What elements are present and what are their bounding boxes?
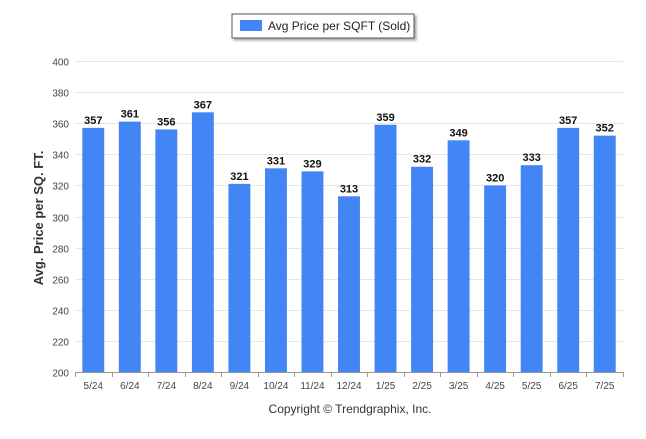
x-tick-label: 12/24 (336, 381, 361, 392)
bar (447, 140, 470, 372)
y-tick-label: 360 (52, 120, 69, 131)
data-label: 320 (486, 172, 504, 184)
legend-label: Avg Price per SQFT (Sold) (268, 19, 410, 33)
x-tick-label: 4/25 (485, 381, 505, 392)
bar (520, 165, 543, 372)
data-label: 357 (84, 115, 102, 127)
y-tick-label: 280 (52, 245, 69, 256)
data-label: 352 (596, 123, 614, 135)
x-tick-label: 2/25 (412, 381, 432, 392)
bar (264, 168, 287, 372)
legend-swatch (240, 20, 262, 31)
y-tick-label: 400 (52, 58, 69, 69)
data-label: 356 (157, 116, 175, 128)
x-tick-label: 11/24 (300, 381, 325, 392)
bar (228, 183, 251, 372)
y-tick-label: 220 (52, 338, 69, 349)
x-tick-label: 5/25 (522, 381, 542, 392)
x-tick-label: 6/25 (558, 381, 578, 392)
data-label: 331 (267, 155, 285, 167)
y-tick-label: 300 (52, 214, 69, 225)
bar (593, 135, 616, 372)
x-tick-label: 9/24 (230, 381, 250, 392)
data-label: 332 (413, 154, 431, 166)
bar (338, 196, 360, 372)
x-axis: 5/24 6/24 7/24 8/24 9/24 10/24 11/24 12/24 1/25 2… (75, 372, 624, 392)
x-tick-label: 8/24 (193, 381, 213, 392)
y-tick-label: 320 (52, 182, 69, 193)
y-tick-label: 200 (52, 369, 69, 380)
x-tick-label: 7/24 (157, 381, 177, 392)
y-axis: 200 220 240 260 280 300 320 340 360 380 400 (52, 58, 69, 380)
legend-box (231, 13, 415, 39)
data-label: 357 (559, 115, 577, 127)
bar (191, 112, 214, 372)
y-tick-label: 240 (52, 307, 69, 318)
data-labels: 357 361 356 367 321 331 329 313 359 332 349 320 333 3… (84, 99, 614, 195)
x-tick-label: 10/24 (263, 381, 288, 392)
bar (82, 127, 105, 373)
bar (118, 121, 141, 373)
data-label: 349 (449, 127, 467, 139)
data-label: 367 (194, 99, 212, 111)
bar (374, 124, 397, 372)
x-tick-label: 6/24 (120, 381, 140, 392)
data-label: 333 (522, 152, 540, 164)
bar (484, 185, 507, 372)
legend[interactable]: Avg Price per SQFT (Sold) (231, 13, 415, 39)
data-label: 321 (230, 171, 248, 183)
data-label: 313 (340, 183, 358, 195)
bar (301, 171, 324, 372)
bars (82, 112, 616, 373)
x-tick-label: 3/25 (449, 381, 469, 392)
y-tick-label: 260 (52, 276, 69, 287)
x-tick-label: 7/25 (595, 381, 615, 392)
bar (155, 129, 178, 372)
y-tick-label: 340 (52, 151, 69, 162)
bar (557, 127, 580, 373)
data-label: 361 (121, 109, 139, 121)
y-tick-label: 380 (52, 89, 69, 100)
copyright-text: Copyright © Trendgraphix, Inc. (269, 402, 432, 416)
x-tick-label: 1/25 (376, 381, 396, 392)
bar (411, 166, 434, 372)
y-axis-title: Avg. Price per SQ. FT. (31, 151, 46, 286)
data-label: 329 (303, 158, 321, 170)
x-tick-label: 5/24 (84, 381, 104, 392)
data-label: 359 (376, 112, 394, 124)
